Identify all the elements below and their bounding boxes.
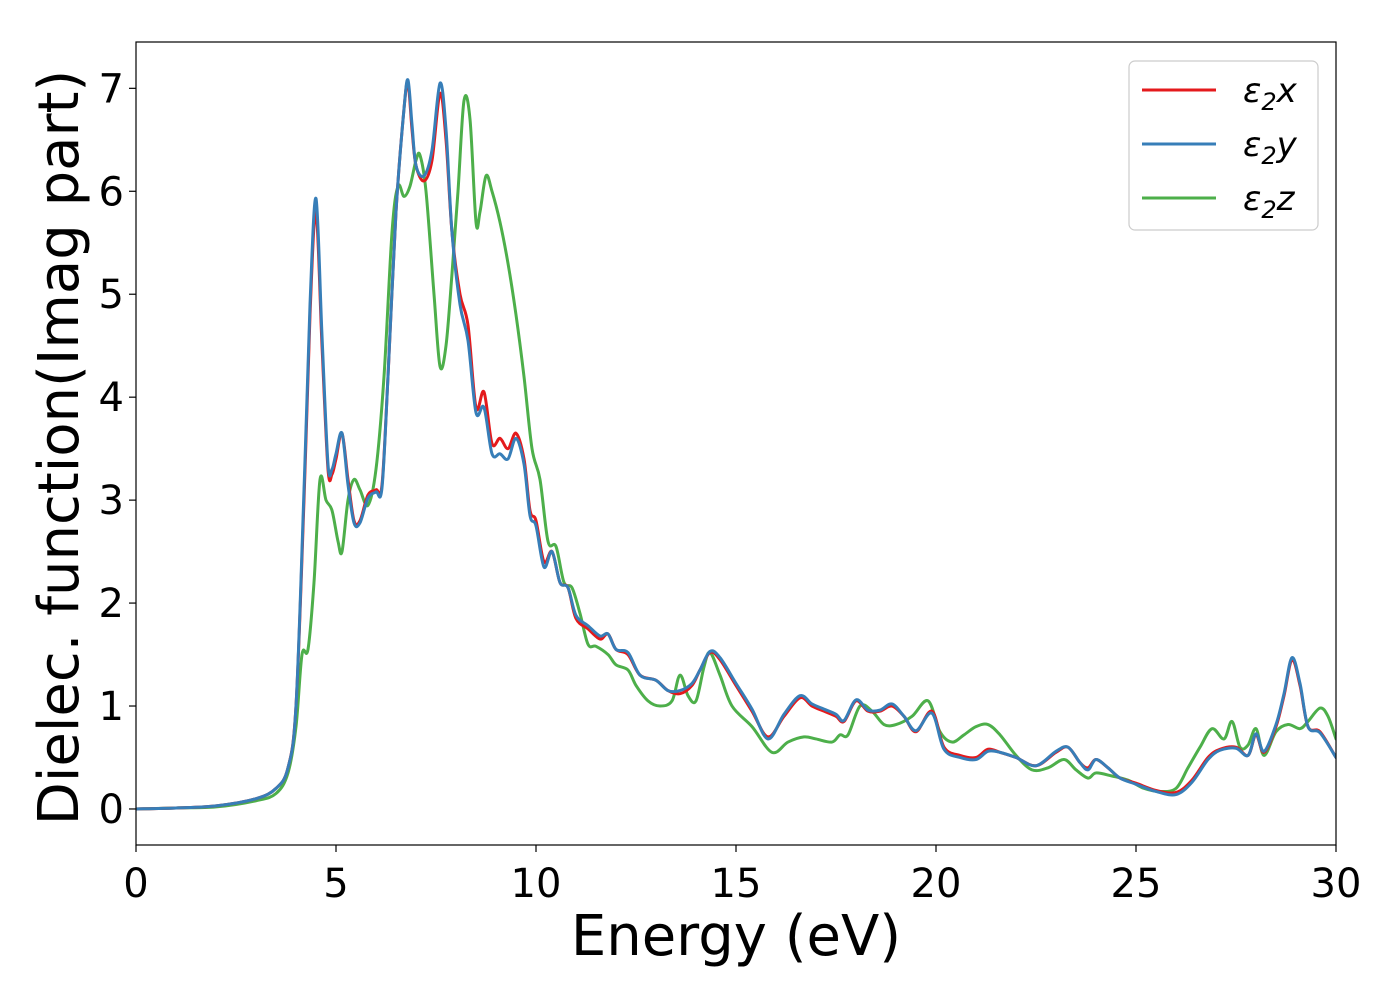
y-tick-label: 7 [99,66,124,112]
y-tick-label: 0 [99,787,124,833]
y-tick-label: 5 [99,272,124,318]
legend: ε2x ε2y ε2z [1128,60,1319,231]
x-tick-label: 20 [911,861,962,907]
series-layer [136,78,1336,811]
y-axis-label: Dielec. function(Imag part) [27,70,92,826]
y-tick-label: 2 [99,581,124,627]
y-tick-label: 4 [99,375,124,421]
x-tick-label: 5 [323,861,348,907]
x-tick-label: 25 [1111,861,1162,907]
legend-box [1128,60,1319,231]
y-tick-label: 6 [99,169,124,215]
legend-label-z: ε2z [1243,179,1296,224]
legend-label-y: ε2y [1243,125,1298,170]
y-axis-ticks: 0 1 2 3 4 5 6 7 [99,66,136,833]
x-axis-ticks: 0 5 10 15 20 25 30 [123,845,1361,907]
y-tick-label: 3 [99,478,124,524]
x-tick-label: 0 [123,861,148,907]
legend-label-x: ε2x [1243,71,1298,116]
x-tick-label: 15 [711,861,762,907]
x-tick-label: 30 [1311,861,1362,907]
x-axis-label: Energy (eV) [571,904,901,969]
y-tick-label: 1 [99,684,124,730]
series-line-y [136,78,1336,811]
x-tick-label: 10 [511,861,562,907]
